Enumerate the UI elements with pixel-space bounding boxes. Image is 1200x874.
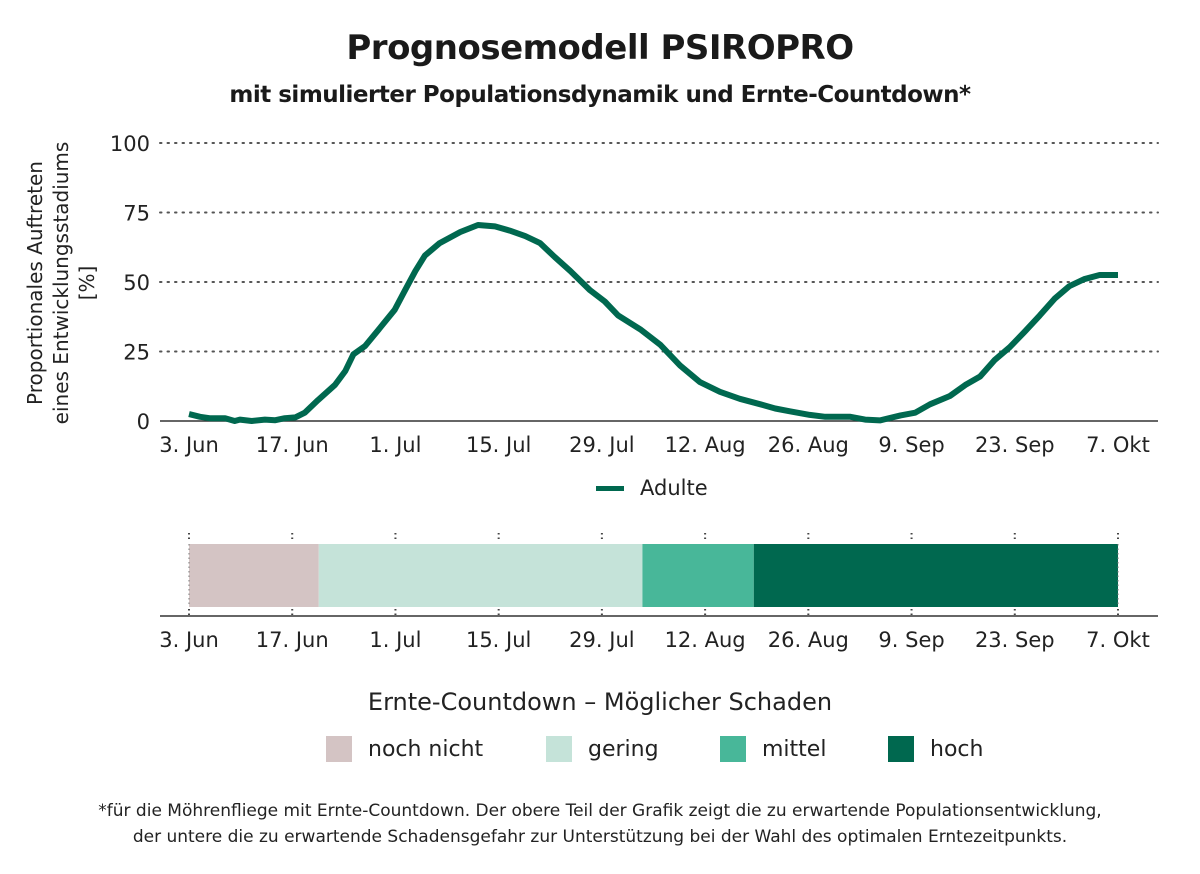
series-adulte xyxy=(188,222,1118,424)
y-tick-label: 100 xyxy=(110,132,150,156)
x-tick-label-bottom: 9. Sep xyxy=(878,628,944,652)
y-axis-label: Proportionales Auftreten eines Entwicklu… xyxy=(23,142,99,425)
legend-item-hoch: hoch xyxy=(888,734,983,764)
x-tick-label: 3. Jun xyxy=(159,433,219,457)
footnote: *für die Möhrenfliege mit Ernte-Countdow… xyxy=(0,798,1200,850)
y-tick-label: 25 xyxy=(123,341,150,365)
x-tick-label: 29. Jul xyxy=(569,433,634,457)
series-line-adulte xyxy=(188,222,1118,424)
chart-subtitle: mit simulierter Populationsdynamik und E… xyxy=(229,82,971,108)
legend-swatch-mittel xyxy=(720,736,746,762)
segment-hoch xyxy=(753,544,1118,607)
legend-label-mittel: mittel xyxy=(762,736,827,762)
x-tick-label: 17. Jun xyxy=(256,433,329,457)
x-tick-label: 15. Jul xyxy=(466,433,531,457)
x-tick-label: 26. Aug xyxy=(768,433,849,457)
y-tick-label: 75 xyxy=(123,202,150,226)
x-tick-label: 1. Jul xyxy=(369,433,421,457)
x-tick-label-bottom: 7. Okt xyxy=(1086,628,1150,652)
x-tick-label-bottom: 29. Jul xyxy=(569,628,634,652)
x-tick-label-bottom: 12. Aug xyxy=(665,628,746,652)
legend-line-swatch xyxy=(596,485,624,491)
legend-item-noch-nicht: noch nicht xyxy=(326,734,483,764)
legend-swatch-gering xyxy=(546,736,572,762)
countdown-legend-title: Ernte-Countdown – Möglicher Schaden xyxy=(367,688,833,716)
y-tick-labels: 0 25 50 75 100 xyxy=(110,132,150,434)
legend-swatch-hoch xyxy=(888,736,914,762)
legend-label-gering: gering xyxy=(588,736,659,762)
segment-mittel xyxy=(642,544,754,607)
y-tick-label: 0 xyxy=(137,410,150,434)
x-tick-label: 12. Aug xyxy=(665,433,746,457)
y-tick-label: 50 xyxy=(123,271,150,295)
countdown-legend: noch nicht gering mittel hoch xyxy=(0,734,1200,764)
legend-item-mittel: mittel xyxy=(720,734,826,764)
x-tick-label-bottom: 1. Jul xyxy=(369,628,421,652)
x-tick-label: 23. Sep xyxy=(975,433,1055,457)
legend-adulte-label: Adulte xyxy=(640,476,708,500)
grid-lines xyxy=(159,142,1159,353)
chart-title: Prognosemodell PSIROPRO xyxy=(346,28,854,68)
x-tick-label-bottom: 23. Sep xyxy=(975,628,1055,652)
x-tick-label: 9. Sep xyxy=(878,433,944,457)
legend-label-noch-nicht: noch nicht xyxy=(368,736,484,762)
legend-label-hoch: hoch xyxy=(930,736,984,762)
y-axis-label-line-1: Proportionales Auftreten xyxy=(23,161,47,405)
y-axis-label-line-3: [%] xyxy=(75,266,99,301)
x-tick-label-bottom: 26. Aug xyxy=(768,628,849,652)
x-axis-top: 3. Jun 17. Jun 1. Jul 15. Jul 29. Jul 12. Aug… xyxy=(159,420,1158,457)
y-axis-label-line-2: eines Entwicklungsstadiums xyxy=(49,142,73,425)
footnote-line-1: *für die Möhrenfliege mit Ernte-Countdow… xyxy=(98,801,1102,821)
segment-noch-nicht xyxy=(189,544,319,607)
x-tick-label-bottom: 3. Jun xyxy=(159,628,219,652)
x-tick-label-bottom: 15. Jul xyxy=(466,628,531,652)
footnote-line-2: der untere die zu erwartende Schadensgef… xyxy=(132,827,1068,847)
legend-swatch-noch-nicht xyxy=(326,736,352,762)
legend-adulte: Adulte xyxy=(596,476,708,500)
legend-item-gering: gering xyxy=(546,734,659,764)
countdown-segments xyxy=(189,544,1118,607)
x-axis-bottom: 3. Jun 17. Jun 1. Jul 15. Jul 29. Jul 12. Aug… xyxy=(159,533,1158,652)
segment-gering xyxy=(318,544,643,607)
x-tick-label: 7. Okt xyxy=(1086,433,1150,457)
x-tick-label-bottom: 17. Jun xyxy=(256,628,329,652)
